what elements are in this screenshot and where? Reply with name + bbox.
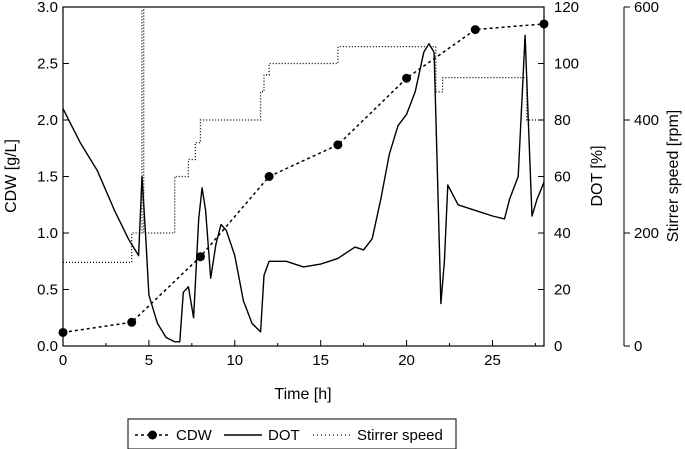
dot-series-line (62, 34, 545, 343)
left-tick-label: 0.5 (37, 282, 58, 299)
legend: CDW DOT Stirrer speed (127, 418, 457, 449)
x-axis-title: Time [h] (274, 386, 331, 403)
stirrer-speed-series-line (63, 9, 544, 264)
right-outer-tick-label: 0 (634, 338, 642, 355)
left-tick-label: 0.0 (37, 338, 58, 355)
legend-stirrer-label: Stirrer speed (357, 427, 443, 444)
legend-dot-label: DOT (268, 427, 300, 444)
right-inner-tick-label: 20 (554, 282, 571, 299)
plot-frame (62, 6, 545, 347)
left-tick-label: 2.0 (37, 112, 58, 129)
right-inner-tick-label: 120 (554, 0, 579, 16)
right-inner-tick-label: 40 (554, 225, 571, 242)
x-tick-label: 15 (312, 352, 329, 369)
right-outer-tick-label: 600 (634, 0, 659, 16)
right-inner-axis-ticks: 0 20 40 60 80 100 120 (538, 0, 579, 355)
right-outer-tick-label: 200 (634, 225, 659, 242)
left-tick-label: 1.0 (37, 225, 58, 242)
x-tick-label: 25 (484, 352, 501, 369)
cdw-point (58, 327, 68, 337)
right-inner-tick-label: 80 (554, 112, 571, 129)
right-inner-tick-label: 60 (554, 169, 571, 186)
x-tick-label: 5 (145, 352, 153, 369)
right-outer-tick-label: 400 (634, 112, 659, 129)
right-outer-axis-title: Stirrer speed [rpm] (665, 110, 682, 242)
legend-box (127, 418, 457, 449)
x-tick-label: 10 (226, 352, 243, 369)
cdw-point (195, 252, 205, 262)
x-tick-label: 20 (398, 352, 415, 369)
left-axis-title: CDW [g/L] (3, 139, 20, 213)
legend-cdw-label: CDW (176, 427, 213, 444)
series-layer (58, 9, 549, 343)
left-tick-label: 1.5 (37, 169, 58, 186)
right-inner-tick-label: 100 (554, 56, 579, 73)
cdw-point (333, 140, 343, 150)
right-inner-tick-label: 0 (554, 338, 562, 355)
x-axis-ticks: 0 5 10 15 20 25 (59, 340, 536, 369)
left-tick-label: 3.0 (37, 0, 58, 16)
right-outer-axis-ticks: 0 200 400 600 (624, 0, 659, 355)
left-tick-label: 2.5 (37, 56, 58, 73)
cdw-point (264, 172, 274, 181)
cdw-point (127, 317, 137, 327)
cdw-series-line (62, 23, 545, 334)
legend-cdw-marker (148, 430, 157, 440)
right-inner-axis-title: DOT [%] (589, 145, 606, 206)
cdw-point (539, 19, 549, 29)
x-tick-label: 0 (59, 352, 67, 369)
left-axis-ticks: 0.0 0.5 1.0 1.5 2.0 2.5 3.0 (37, 0, 69, 355)
cdw-point (470, 25, 480, 35)
cdw-point (402, 73, 412, 83)
